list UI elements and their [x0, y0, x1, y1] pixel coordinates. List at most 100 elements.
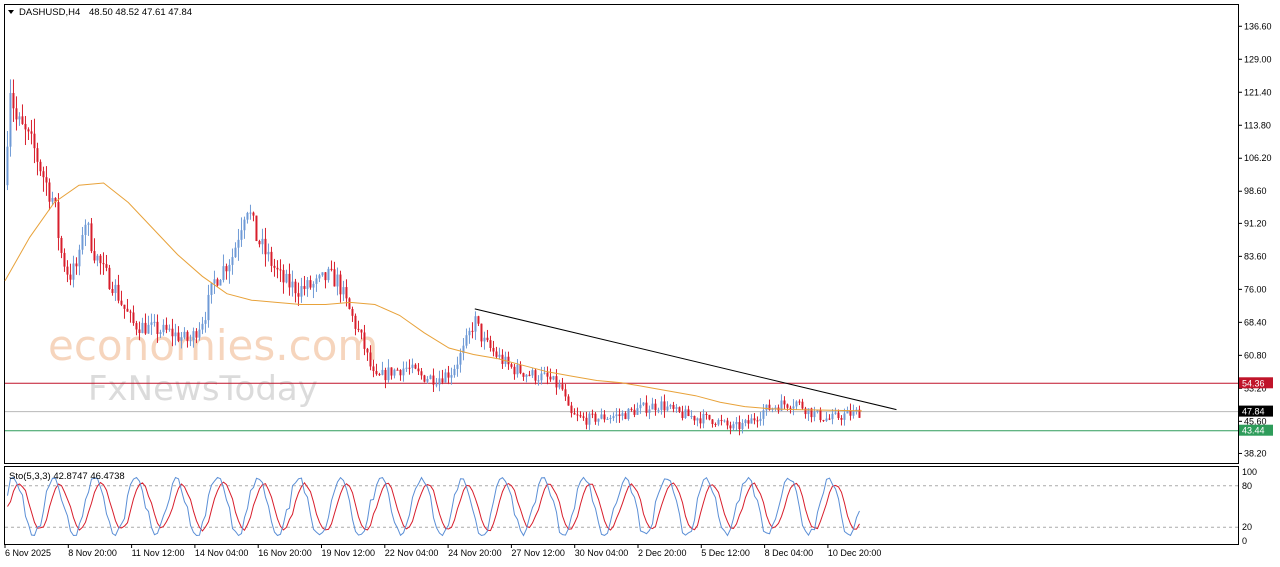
- candle-body: [489, 340, 492, 348]
- candle-body: [615, 414, 618, 417]
- candle-body: [81, 234, 84, 250]
- y-tick-label: 76.00: [1244, 284, 1267, 294]
- candle-body: [345, 287, 348, 299]
- candle-body: [117, 284, 120, 301]
- candle-body: [78, 249, 81, 267]
- candle-body: [228, 264, 231, 272]
- candle-body: [108, 267, 111, 289]
- candle-body: [675, 407, 678, 409]
- candle-body: [696, 418, 699, 421]
- candle-body: [216, 279, 219, 286]
- candle-body: [519, 364, 522, 374]
- candle-body: [159, 332, 162, 334]
- candle-body: [105, 264, 108, 268]
- candle-body: [267, 251, 270, 255]
- candle-body: [633, 409, 636, 415]
- candle-body: [201, 323, 204, 330]
- candle-body: [363, 332, 366, 349]
- symbol-dropdown-icon[interactable]: [8, 10, 14, 14]
- candle-body: [393, 369, 396, 376]
- candle-body: [69, 274, 72, 280]
- candle-body: [318, 275, 321, 279]
- horizontal-levels: [5, 382, 1238, 432]
- candle-body: [72, 263, 75, 280]
- watermark: economies.com FxNewsToday: [48, 321, 378, 409]
- candle-body: [333, 269, 336, 287]
- candle-body: [603, 414, 606, 420]
- y-tick-label: 53.20: [1244, 383, 1267, 393]
- watermark-line1: economies.com: [48, 321, 378, 370]
- candle-body: [492, 347, 495, 352]
- candle-body: [102, 263, 105, 265]
- candle-body: [591, 413, 594, 415]
- candle-body: [804, 408, 807, 415]
- candle-body: [783, 400, 786, 405]
- candle-body: [690, 416, 693, 418]
- candle-body: [651, 403, 654, 410]
- candle-body: [600, 414, 603, 419]
- candle-body: [621, 413, 624, 416]
- candle-body: [447, 372, 450, 378]
- candle-body: [795, 401, 798, 407]
- candle-body: [303, 286, 306, 289]
- candle-body: [669, 404, 672, 407]
- candle-body: [18, 116, 21, 120]
- candle-body: [198, 329, 201, 338]
- candle-body: [153, 321, 156, 323]
- candle-body: [858, 409, 861, 418]
- candle-body: [720, 419, 723, 421]
- candle-body: [210, 283, 213, 295]
- candle-body: [402, 368, 405, 376]
- candle-body: [726, 420, 729, 426]
- candle-body: [399, 369, 402, 376]
- candle-body: [351, 309, 354, 316]
- candle-body: [378, 374, 381, 376]
- candle-body: [453, 368, 456, 376]
- candle-body: [660, 401, 663, 410]
- candle-body: [513, 366, 516, 375]
- candle-body: [285, 273, 288, 283]
- candle-body: [12, 93, 15, 109]
- candle-body: [249, 212, 252, 214]
- candle-body: [324, 272, 327, 281]
- candle-body: [462, 345, 465, 354]
- candle-body: [750, 418, 753, 424]
- candle-body: [66, 266, 69, 275]
- candle-body: [294, 281, 297, 294]
- candle-body: [552, 376, 555, 380]
- candle-body: [801, 401, 804, 409]
- candle-body: [231, 257, 234, 265]
- trendline[interactable]: [474, 308, 897, 411]
- candle-body: [42, 171, 45, 178]
- candle-body: [381, 369, 384, 375]
- x-tick-label: 8 Dec 04:00: [765, 548, 814, 558]
- candle-body: [174, 332, 177, 337]
- candle-body: [468, 330, 471, 336]
- candle-body: [765, 404, 768, 411]
- candle-body: [261, 238, 264, 245]
- x-tick-label: 22 Nov 04:00: [385, 548, 439, 558]
- candle-body: [312, 283, 315, 288]
- candle-body: [525, 374, 528, 377]
- candle-body: [6, 146, 9, 186]
- candle-body: [549, 376, 552, 380]
- candle-body: [48, 182, 51, 202]
- candle-body: [366, 348, 369, 353]
- candle-body: [618, 414, 621, 416]
- candle-body: [459, 353, 462, 365]
- candle-body: [237, 239, 240, 248]
- candle-body: [135, 323, 138, 330]
- candle-body: [444, 372, 447, 383]
- candle-body: [780, 400, 783, 411]
- candle-body: [414, 364, 417, 369]
- candle-body: [477, 316, 480, 324]
- candle-body: [792, 406, 795, 409]
- candle-body: [768, 404, 771, 411]
- candle-body: [441, 378, 444, 383]
- candle-body: [789, 407, 792, 409]
- candle-body: [90, 223, 93, 252]
- candle-body: [465, 335, 468, 346]
- candle-body: [252, 212, 255, 216]
- candle-body: [327, 268, 330, 281]
